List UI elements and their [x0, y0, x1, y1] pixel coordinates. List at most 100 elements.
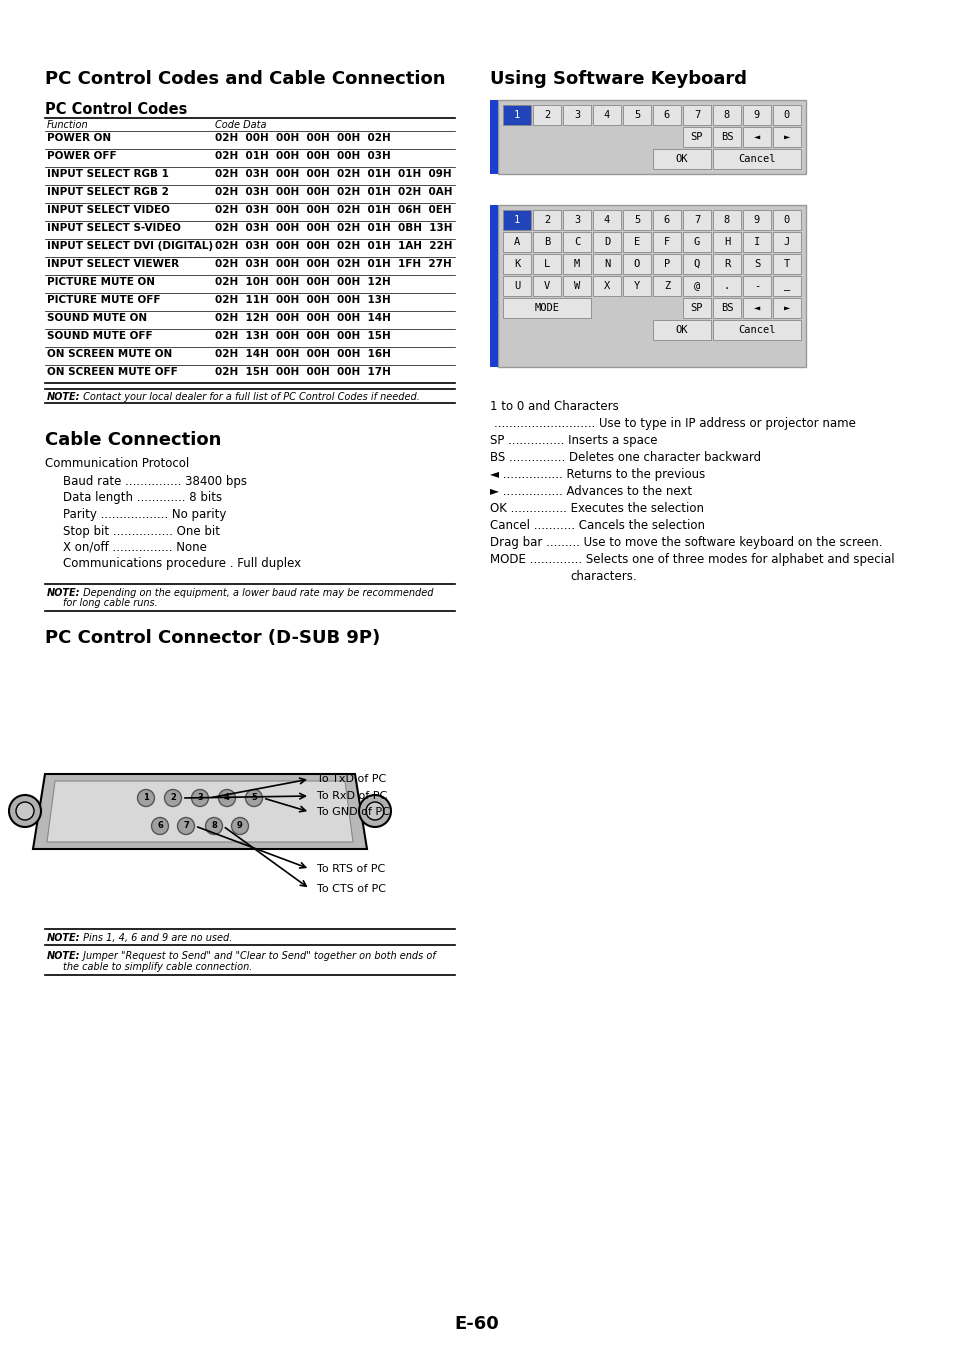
- Text: To RxD of PC: To RxD of PC: [316, 791, 387, 801]
- Bar: [742, 232, 770, 252]
- Text: ►: ►: [783, 303, 789, 313]
- Text: 02H  03H  00H  00H  02H  01H  02H  0AH: 02H 03H 00H 00H 02H 01H 02H 0AH: [214, 187, 452, 197]
- Text: PC Control Codes and Cable Connection: PC Control Codes and Cable Connection: [45, 70, 445, 88]
- Bar: [772, 127, 801, 147]
- Text: ........................... Use to type in IP address or projector name: ........................... Use to type …: [494, 417, 855, 430]
- Bar: [682, 298, 710, 318]
- Bar: [772, 276, 801, 297]
- Bar: [502, 298, 590, 318]
- Text: Pins 1, 4, 6 and 9 are no used.: Pins 1, 4, 6 and 9 are no used.: [80, 933, 233, 944]
- Text: ► ................ Advances to the next: ► ................ Advances to the next: [490, 485, 691, 497]
- Bar: [622, 210, 650, 231]
- Text: _: _: [783, 280, 789, 291]
- Text: Drag bar ......... Use to move the software keyboard on the screen.: Drag bar ......... Use to move the softw…: [490, 537, 882, 549]
- Bar: [622, 232, 650, 252]
- Text: Code Data: Code Data: [214, 120, 266, 129]
- Text: Q: Q: [693, 259, 700, 270]
- Text: 02H  01H  00H  00H  00H  03H: 02H 01H 00H 00H 00H 03H: [214, 151, 391, 160]
- Bar: [682, 253, 710, 274]
- Bar: [502, 210, 531, 231]
- Text: Stop bit ................ One bit: Stop bit ................ One bit: [63, 524, 220, 538]
- Text: J: J: [783, 237, 789, 247]
- Bar: [497, 100, 805, 174]
- Text: BS: BS: [720, 132, 733, 142]
- Text: To TxD of PC: To TxD of PC: [316, 774, 386, 785]
- Bar: [742, 276, 770, 297]
- Circle shape: [152, 817, 169, 834]
- Bar: [712, 276, 740, 297]
- Circle shape: [232, 817, 248, 834]
- Text: X: X: [603, 280, 610, 291]
- Bar: [772, 253, 801, 274]
- Text: ◄: ◄: [753, 132, 760, 142]
- Text: INPUT SELECT VIEWER: INPUT SELECT VIEWER: [47, 259, 179, 270]
- Text: NOTE:: NOTE:: [47, 950, 80, 961]
- Bar: [712, 298, 740, 318]
- Bar: [593, 276, 620, 297]
- Text: 02H  03H  00H  00H  02H  01H  1AH  22H: 02H 03H 00H 00H 02H 01H 1AH 22H: [214, 241, 452, 251]
- Text: Function: Function: [47, 120, 89, 129]
- Bar: [772, 105, 801, 125]
- Text: NOTE:: NOTE:: [47, 933, 80, 944]
- Bar: [490, 205, 497, 367]
- Text: Communications procedure . Full duplex: Communications procedure . Full duplex: [63, 558, 301, 570]
- Circle shape: [192, 790, 209, 806]
- Text: the cable to simplify cable connection.: the cable to simplify cable connection.: [63, 962, 253, 972]
- Text: ON SCREEN MUTE OFF: ON SCREEN MUTE OFF: [47, 367, 177, 377]
- Text: 2: 2: [170, 794, 175, 802]
- Text: K: K: [514, 259, 519, 270]
- Bar: [712, 253, 740, 274]
- Text: INPUT SELECT RGB 1: INPUT SELECT RGB 1: [47, 168, 169, 179]
- Text: 6: 6: [663, 214, 669, 225]
- Text: S: S: [753, 259, 760, 270]
- Bar: [652, 105, 680, 125]
- Text: SP: SP: [690, 132, 702, 142]
- Text: characters.: characters.: [569, 570, 636, 582]
- Text: Depending on the equipment, a lower baud rate may be recommended: Depending on the equipment, a lower baud…: [80, 588, 433, 599]
- Text: 02H  00H  00H  00H  00H  02H: 02H 00H 00H 00H 00H 02H: [214, 133, 391, 143]
- Text: POWER ON: POWER ON: [47, 133, 111, 143]
- Text: Cancel ........... Cancels the selection: Cancel ........... Cancels the selection: [490, 519, 704, 532]
- Circle shape: [205, 817, 222, 834]
- Bar: [682, 210, 710, 231]
- Bar: [562, 232, 590, 252]
- Bar: [712, 232, 740, 252]
- Bar: [622, 105, 650, 125]
- Text: 5: 5: [251, 794, 256, 802]
- Text: E: E: [633, 237, 639, 247]
- Text: for long cable runs.: for long cable runs.: [63, 599, 157, 608]
- Text: 8: 8: [723, 214, 729, 225]
- Circle shape: [16, 802, 34, 820]
- Text: POWER OFF: POWER OFF: [47, 151, 116, 160]
- Text: 7: 7: [183, 821, 189, 830]
- Text: SOUND MUTE OFF: SOUND MUTE OFF: [47, 332, 152, 341]
- Bar: [652, 232, 680, 252]
- Text: INPUT SELECT S-VIDEO: INPUT SELECT S-VIDEO: [47, 222, 181, 233]
- Bar: [652, 319, 710, 340]
- Text: INPUT SELECT DVI (DIGITAL): INPUT SELECT DVI (DIGITAL): [47, 241, 213, 251]
- Text: U: U: [514, 280, 519, 291]
- Text: 2: 2: [543, 214, 550, 225]
- Bar: [490, 100, 497, 174]
- Text: NOTE:: NOTE:: [47, 392, 80, 402]
- Bar: [497, 205, 805, 367]
- Text: SOUND MUTE ON: SOUND MUTE ON: [47, 313, 147, 324]
- Text: I: I: [753, 237, 760, 247]
- Text: 1: 1: [514, 111, 519, 120]
- Bar: [533, 105, 560, 125]
- Text: Cable Connection: Cable Connection: [45, 431, 221, 449]
- Text: 9: 9: [753, 214, 760, 225]
- Text: Parity .................. No parity: Parity .................. No parity: [63, 508, 226, 520]
- Bar: [712, 150, 801, 168]
- Text: OK: OK: [675, 325, 687, 336]
- Bar: [742, 253, 770, 274]
- Bar: [682, 276, 710, 297]
- Text: 02H  03H  00H  00H  02H  01H  1FH  27H: 02H 03H 00H 00H 02H 01H 1FH 27H: [214, 259, 452, 270]
- Text: 02H  03H  00H  00H  02H  01H  0BH  13H: 02H 03H 00H 00H 02H 01H 0BH 13H: [214, 222, 452, 233]
- Text: X on/off ................ None: X on/off ................ None: [63, 541, 207, 554]
- Text: 1: 1: [143, 794, 149, 802]
- Text: @: @: [693, 280, 700, 291]
- Text: R: R: [723, 259, 729, 270]
- Bar: [682, 232, 710, 252]
- Circle shape: [366, 802, 384, 820]
